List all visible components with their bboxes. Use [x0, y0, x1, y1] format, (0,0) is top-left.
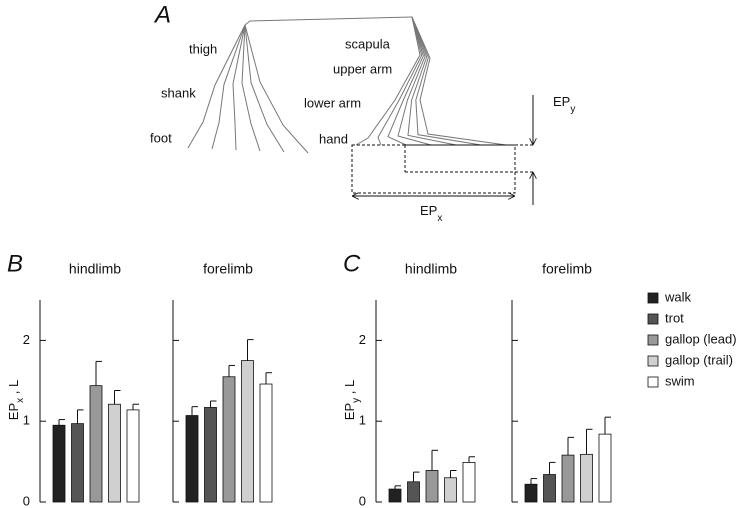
bar: [561, 454, 575, 503]
bar: [388, 488, 402, 503]
subplot-title: hindlimb: [405, 261, 457, 277]
bar: [204, 407, 217, 503]
bar: [222, 376, 236, 503]
y-tick-label: 0: [23, 493, 30, 508]
y-label-part: EP: [6, 403, 21, 420]
bar: [185, 415, 199, 503]
bar: [241, 360, 254, 503]
y-tick-label: 1: [359, 413, 366, 428]
bar: [89, 385, 103, 503]
y-tick-label: 2: [23, 332, 30, 347]
bar: [425, 470, 439, 503]
forelimb-stick: [387, 16, 424, 146]
label: thigh: [189, 41, 217, 56]
dashed-box: [351, 144, 516, 194]
bar: [524, 483, 538, 503]
subplot-title: forelimb: [203, 261, 253, 277]
label: lower arm: [304, 95, 361, 110]
legend-label: gallop (trail): [665, 352, 733, 367]
y-tick-label: 0: [359, 493, 366, 508]
bar: [580, 453, 593, 503]
bar: [407, 481, 420, 503]
forelimb-stick: [377, 16, 423, 146]
hindlimb-stick: [232, 24, 246, 151]
bar: [71, 423, 84, 503]
hindlimb-stick: [211, 24, 246, 150]
bar: [462, 462, 476, 503]
label: shank: [161, 85, 196, 100]
bar: [108, 403, 121, 503]
bar: [444, 477, 457, 503]
bar: [52, 424, 66, 503]
legend-label: gallop (lead): [665, 331, 737, 346]
y-label-part: x: [15, 398, 26, 403]
legend-swatch: [647, 376, 659, 388]
bar: [259, 383, 273, 503]
legend-swatch: [647, 334, 659, 346]
label: foot: [150, 130, 172, 145]
subplot-title: hindlimb: [69, 261, 121, 277]
legend-swatch: [647, 355, 659, 367]
y-label-part: EP: [342, 403, 357, 420]
hindlimb-stick: [187, 24, 246, 149]
panel-label: C: [343, 250, 361, 277]
trunk: [244, 16, 413, 26]
y-axis-label: EPy , L: [342, 380, 361, 420]
y-tick-label: 2: [359, 332, 366, 347]
y-label-part: y: [351, 398, 362, 403]
forelimb-stick: [411, 16, 482, 146]
y-tick-label: 1: [23, 413, 30, 428]
bar: [126, 409, 140, 503]
subplot-title: forelimb: [542, 261, 592, 277]
bar: [598, 433, 612, 503]
forelimb-stick: [355, 16, 421, 146]
legend-swatch: [647, 292, 659, 304]
legend-label: trot: [665, 310, 684, 325]
legend-label: swim: [665, 373, 695, 388]
y-axis-label: EPx , L: [6, 380, 25, 420]
panel-label: B: [7, 250, 23, 277]
stick-diagram: [187, 16, 507, 154]
label: upper arm: [333, 61, 392, 76]
measure: [351, 95, 535, 205]
y-label-part: , L: [6, 380, 21, 398]
legend-label: walk: [664, 289, 692, 304]
forelimb-stick: [411, 16, 507, 146]
forelimb-stick: [397, 16, 432, 146]
forelimb-stick: [407, 16, 457, 146]
label: scapula: [345, 36, 391, 51]
ep-x-label: EPx: [420, 203, 442, 223]
hindlimb-stick: [244, 24, 285, 153]
hindlimb-stick: [244, 24, 309, 154]
legend-swatch: [647, 313, 659, 325]
bar: [543, 474, 556, 503]
panel-label: A: [153, 1, 171, 28]
hindlimb-stick: [241, 24, 261, 152]
y-label-part: , L: [342, 380, 357, 398]
ep-y-label: EPy: [553, 94, 575, 114]
label: hand: [319, 131, 348, 146]
